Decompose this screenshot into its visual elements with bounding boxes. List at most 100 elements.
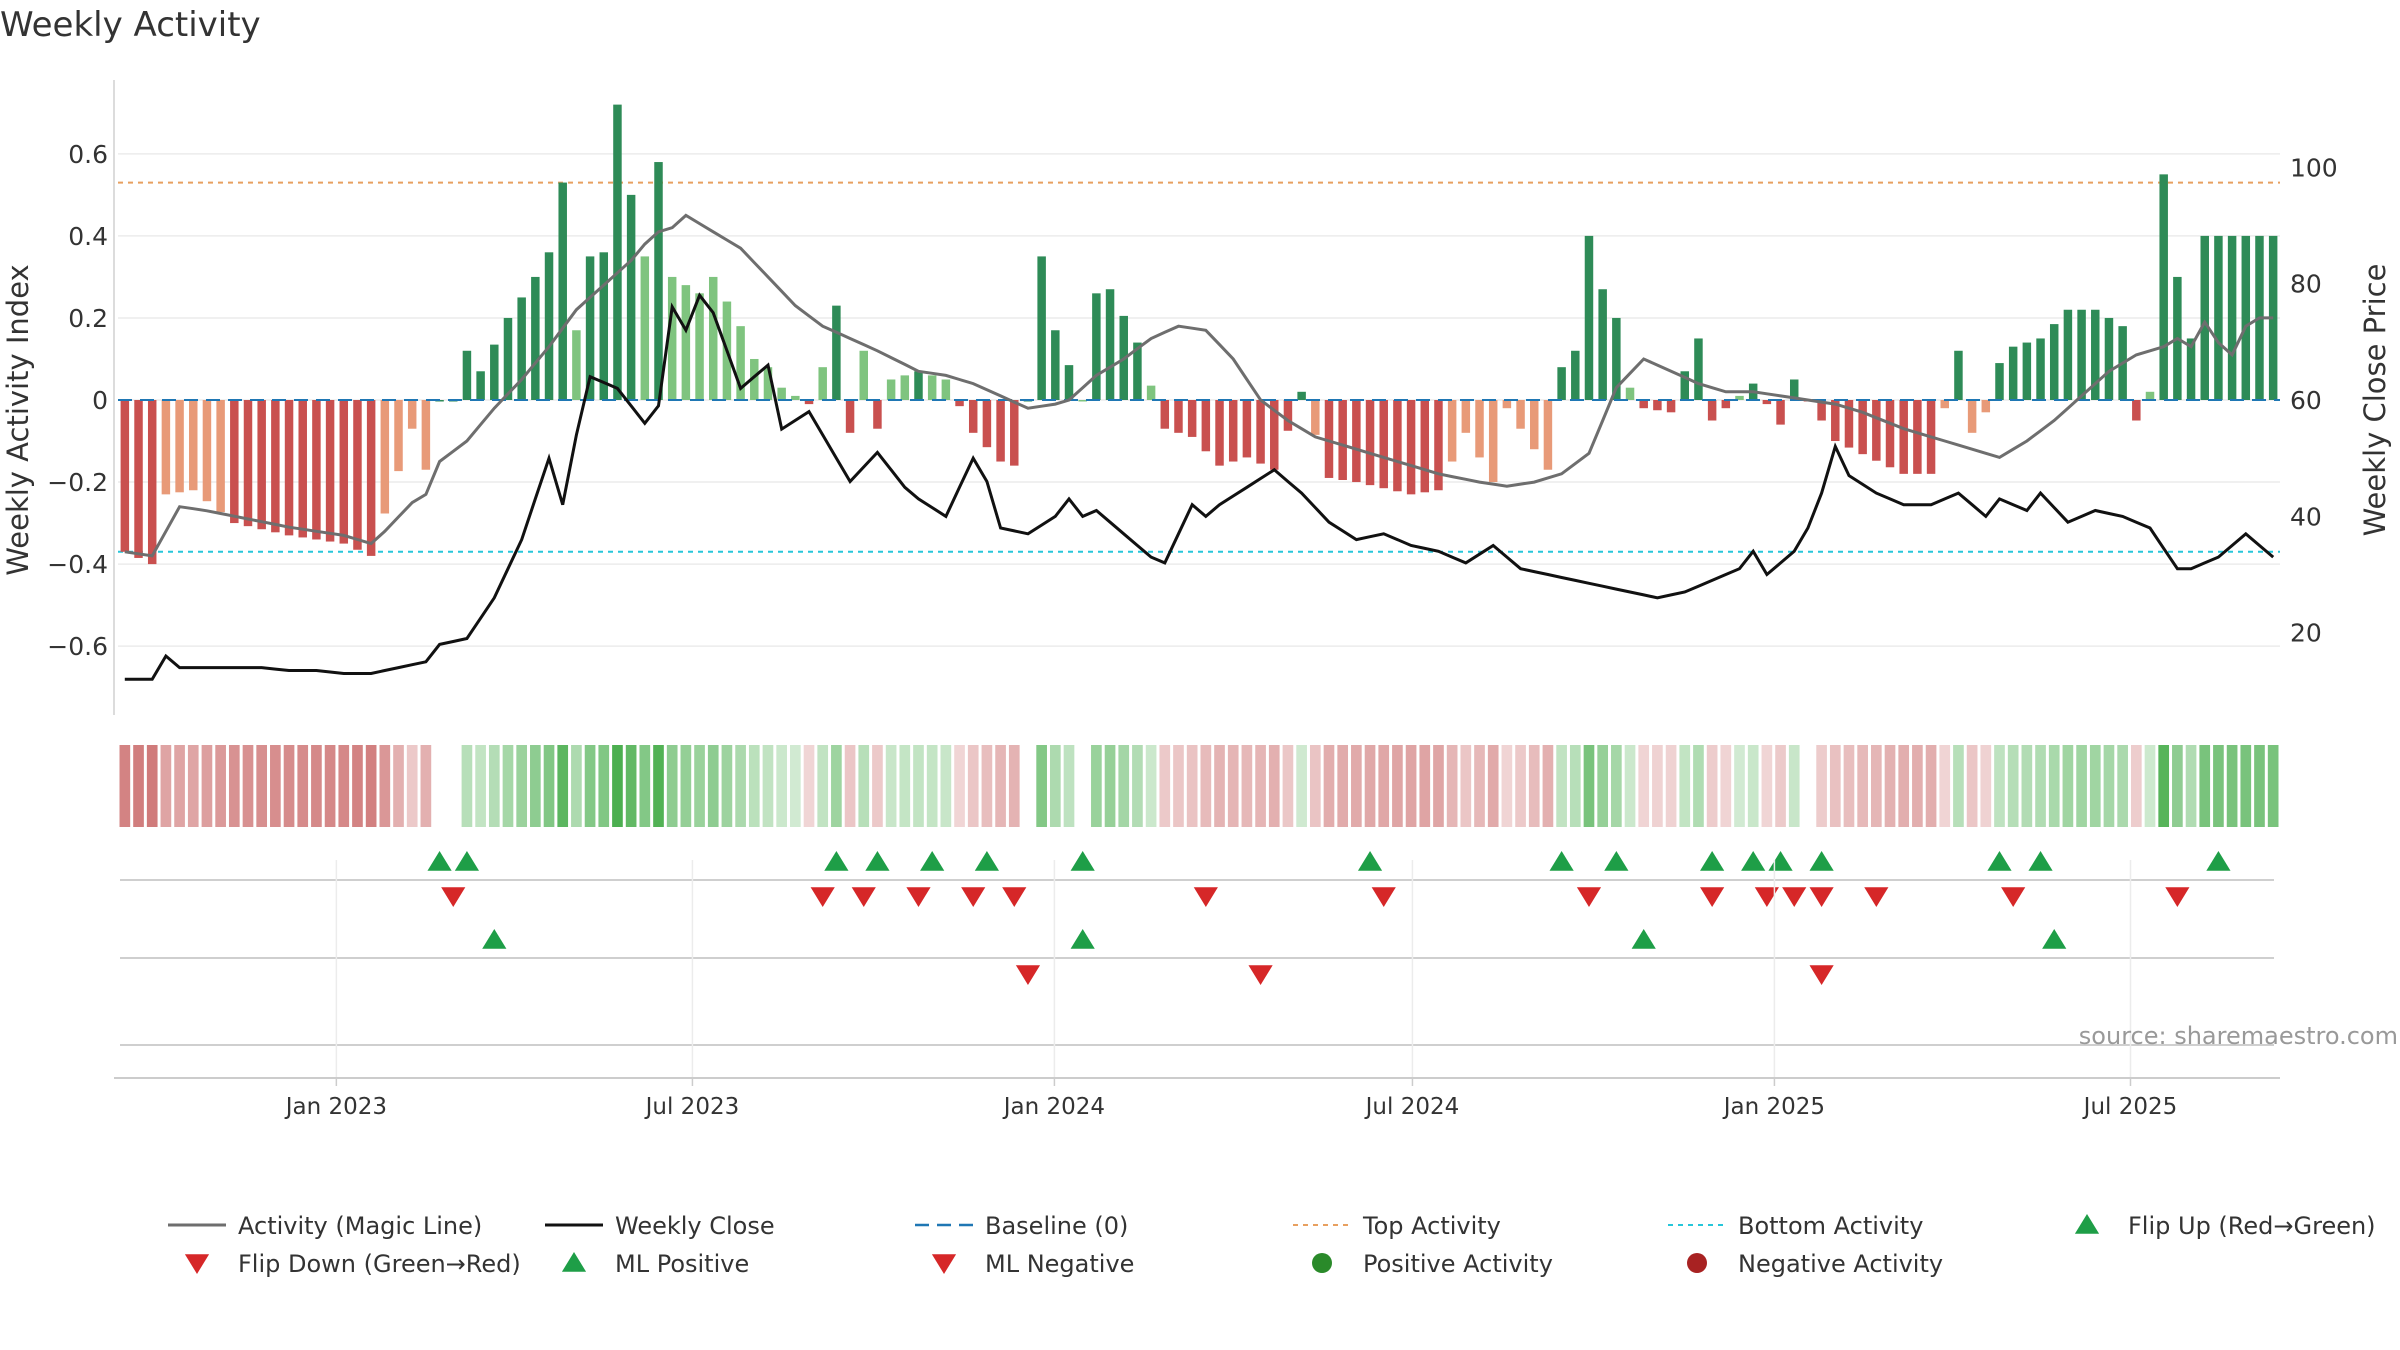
flip-down-marker	[1371, 887, 1396, 907]
heat-cell	[187, 745, 199, 827]
activity-bar	[1187, 400, 1197, 437]
activity-bar	[1530, 400, 1539, 450]
heat-cell	[1200, 745, 1212, 827]
legend-item-top-activity: Top Activity	[1293, 1212, 1501, 1240]
activity-bar	[777, 387, 786, 400]
left-y-tick-label: 0.6	[68, 140, 108, 169]
activity-bar	[257, 400, 266, 530]
heat-cell	[1870, 745, 1882, 827]
activity-bar	[2104, 317, 2114, 400]
flip-down-marker	[810, 887, 835, 907]
heat-cell	[1351, 745, 1362, 827]
legend-label: Flip Down (Green→Red)	[238, 1250, 521, 1278]
heat-cell	[707, 745, 719, 827]
legend-label: Negative Activity	[1738, 1250, 1943, 1278]
heat-cell	[1036, 745, 1047, 827]
heat-cell	[776, 745, 787, 827]
heat-cell	[1501, 745, 1513, 827]
heat-cell	[406, 745, 418, 827]
heat-cell	[488, 745, 500, 827]
flip-up-marker	[1809, 851, 1834, 871]
flip-down-marker	[1193, 887, 1218, 907]
activity-bar	[1256, 400, 1265, 464]
activity-bar	[120, 400, 130, 552]
heat-cell	[584, 745, 596, 827]
flip-down-marker	[1576, 887, 1602, 907]
heat-cell	[1569, 745, 1581, 827]
flip-up-marker	[427, 851, 452, 871]
heat-cell	[1104, 745, 1116, 827]
legend-item-weekly-close: Weekly Close	[545, 1212, 775, 1240]
heat-cell	[2240, 745, 2252, 827]
activity-bar	[202, 400, 212, 502]
heat-cell	[256, 745, 268, 827]
heat-cell	[2076, 745, 2087, 827]
heat-cell	[160, 745, 172, 827]
legend-item-ml-positive: ML Positive	[561, 1250, 749, 1278]
activity-bar	[572, 330, 581, 400]
heat-cell	[352, 745, 363, 827]
x-tick-label: Jan 2025	[1722, 1094, 1825, 1120]
heat-cell	[530, 745, 541, 827]
heat-cell	[1898, 745, 1910, 827]
legend-swatch	[1312, 1253, 1332, 1273]
heat-cell	[2062, 745, 2074, 827]
heat-cell	[1980, 745, 1992, 827]
activity-bar	[353, 400, 362, 550]
flip-markers-panel	[120, 851, 2274, 907]
activity-bar	[996, 400, 1005, 462]
heat-cell	[1132, 745, 1143, 827]
flip-down-marker	[1754, 887, 1779, 907]
activity-bar	[2214, 235, 2223, 400]
heat-cell	[762, 745, 774, 827]
activity-bar	[2036, 338, 2045, 400]
heat-cell	[1268, 745, 1280, 827]
heat-cell	[1392, 745, 1403, 827]
activity-bar	[2008, 346, 2018, 400]
activity-bar	[1420, 400, 1430, 493]
activity-bar	[1010, 400, 1019, 466]
heat-cell	[1966, 745, 1978, 827]
activity-bar	[900, 375, 910, 400]
flip-down-marker	[2001, 887, 2026, 907]
heat-cell	[1405, 745, 1417, 827]
x-tick-label: Jul 2025	[2082, 1094, 2178, 1120]
activity-bar	[503, 317, 513, 400]
heat-cell	[1255, 745, 1266, 827]
activity-bar	[531, 276, 540, 400]
activity-bar	[1475, 400, 1484, 458]
activity-bar	[791, 395, 800, 400]
heat-cell	[817, 745, 829, 827]
chart-title: Weekly Activity	[0, 5, 261, 45]
heat-cell	[324, 745, 336, 827]
heat-cell	[1474, 745, 1485, 827]
activity-bar	[695, 293, 704, 400]
heat-cell	[1460, 745, 1472, 827]
activity-bar	[1516, 400, 1525, 429]
ml-markers-panel	[120, 929, 2274, 1046]
flip-down-marker	[1782, 887, 1807, 907]
activity-bar	[2159, 174, 2168, 400]
activity-bar	[380, 400, 390, 514]
heat-cell	[393, 745, 404, 827]
activity-bar	[1365, 400, 1375, 486]
heat-cell	[502, 745, 514, 827]
heat-cell	[133, 745, 144, 827]
legend-label: Top Activity	[1362, 1212, 1501, 1240]
flip-down-marker	[961, 887, 986, 907]
heat-cell	[2103, 745, 2115, 827]
heat-cell	[1734, 745, 1745, 827]
legend-item-negative-activity: Negative Activity	[1687, 1250, 1943, 1278]
flip-down-marker	[441, 887, 466, 907]
weekly-close-line	[124, 292, 2275, 681]
legend-item-baseline: Baseline (0)	[915, 1212, 1128, 1240]
activity-bar	[613, 104, 622, 400]
activity-bar	[982, 400, 992, 448]
activity-bar	[517, 297, 526, 400]
heat-cell	[2130, 745, 2142, 827]
activity-bar	[2186, 338, 2196, 400]
activity-bar	[1215, 400, 1224, 466]
activity-bar	[1694, 338, 1703, 400]
heat-cell	[2226, 745, 2238, 827]
activity-bar	[873, 400, 882, 429]
